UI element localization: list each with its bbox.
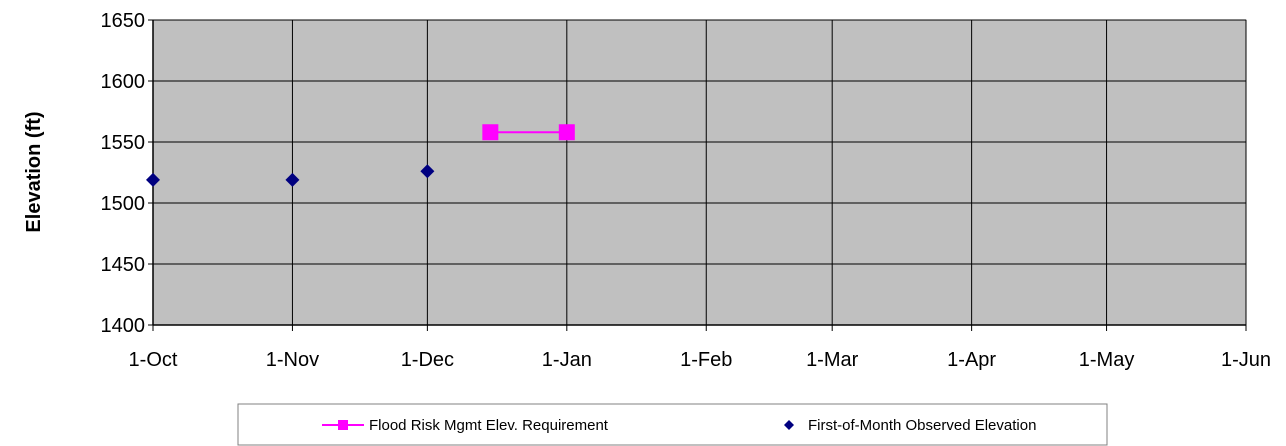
data-point-square [558,124,575,141]
plot-area [152,19,1247,326]
axes [148,19,1247,331]
x-tick-label: 1-Mar [806,349,859,371]
x-tick-label: 1-Oct [129,349,178,371]
data-point-diamond [146,172,160,187]
data-point-square [482,124,499,141]
legend-marker-observed [784,420,794,430]
x-tick-label: 1-Apr [947,349,996,371]
x-tick-label: 1-Nov [266,349,319,371]
x-tick-label: 1-Jan [542,349,592,371]
y-axis-label: Elevation (ft) [23,111,45,232]
x-tick-label: 1-Dec [401,349,454,371]
legend-box [237,403,1108,446]
y-tick-label: 1600 [101,71,146,93]
x-tick-label: 1-May [1079,349,1135,371]
x-tick-label: 1-Jun [1221,349,1271,371]
y-tick-label: 1650 [101,10,146,32]
series-group [146,124,575,187]
legend-marker-flood [338,420,348,430]
gridlines [152,19,1247,326]
legend-label-flood: Flood Risk Mgmt Elev. Requirement [369,417,609,434]
y-tick-label: 1500 [101,193,146,215]
data-point-diamond [285,172,300,187]
y-tick-label: 1400 [101,315,146,337]
legend-label-observed: First-of-Month Observed Elevation [808,417,1036,434]
y-tick-labels: 1400 1450 1500 1550 1600 1650 [101,10,146,337]
x-tick-labels: 1-Oct 1-Nov 1-Dec 1-Jan 1-Feb 1-Mar 1-Apr 1-May… [129,349,1271,371]
data-point-diamond [420,164,435,179]
y-tick-label: 1550 [101,132,146,154]
legend: Flood Risk Mgmt Elev. Requirement First-… [237,403,1108,446]
y-tick-label: 1450 [101,254,146,276]
x-tick-label: 1-Feb [680,349,732,371]
